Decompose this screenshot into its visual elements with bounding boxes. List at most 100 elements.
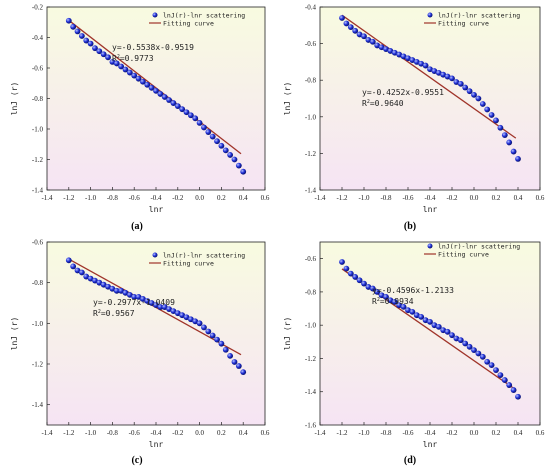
scatter-point bbox=[479, 353, 486, 360]
y-tick-label: -1.2 bbox=[305, 355, 317, 363]
scatter-point bbox=[400, 303, 407, 310]
plot-area bbox=[319, 6, 541, 191]
scatter-point bbox=[444, 328, 451, 335]
scatter-point bbox=[413, 312, 420, 319]
scatter-point bbox=[396, 302, 403, 309]
scatter-point bbox=[515, 155, 521, 162]
legend-label-scatter: lnJ(r)-lnr scattering bbox=[163, 11, 245, 19]
y-tick-label: -1.0 bbox=[305, 322, 317, 330]
panel-label: (a) bbox=[131, 221, 143, 232]
scatter-point bbox=[70, 23, 77, 30]
scatter-point bbox=[135, 75, 142, 82]
scatter-point bbox=[144, 298, 151, 304]
y-axis-label: lnJ (r) bbox=[10, 82, 19, 116]
scatter-point bbox=[153, 87, 159, 94]
fit-equation: y=-0.4596x-1.2133 bbox=[372, 286, 454, 295]
scatter-point bbox=[157, 91, 164, 97]
scatter-point bbox=[87, 275, 94, 282]
scatter-point bbox=[131, 72, 138, 79]
x-tick-label: 0.2 bbox=[217, 194, 226, 202]
y-tick-label: -1.0 bbox=[32, 320, 44, 328]
scatter-point bbox=[218, 340, 225, 347]
scatter-point bbox=[205, 129, 212, 135]
scatter-point bbox=[179, 106, 186, 113]
scatter-point bbox=[201, 124, 207, 131]
scatter-point bbox=[65, 257, 72, 264]
scatter-point bbox=[369, 38, 376, 45]
chart-panel-2: -1.4 -1.2 -1.0 -0.8 -0.6 -0.4 -0.2 0.0 0.2 0.4 0.6… bbox=[283, 4, 545, 233]
scatter-point bbox=[510, 148, 517, 155]
scatter-point bbox=[196, 120, 203, 126]
scatter-point bbox=[444, 73, 451, 80]
scatter-point bbox=[222, 346, 229, 353]
scatter-point bbox=[240, 369, 247, 376]
scatter-point bbox=[471, 347, 477, 354]
fitting-curve-line bbox=[68, 19, 242, 155]
panel-label: (c) bbox=[131, 455, 142, 466]
scatter-point bbox=[240, 168, 247, 175]
scatter-point bbox=[131, 294, 138, 300]
scatter-point bbox=[113, 287, 120, 294]
scatter-point bbox=[157, 304, 164, 310]
scatter-point bbox=[196, 320, 203, 327]
scatter-point bbox=[484, 106, 491, 113]
x-tick-label: 0.2 bbox=[492, 194, 501, 202]
scatter-point bbox=[209, 332, 216, 339]
scatter-point bbox=[166, 306, 172, 312]
x-axis-label: lnr bbox=[423, 440, 438, 449]
scatter-point bbox=[235, 162, 242, 169]
scatter-point bbox=[435, 323, 442, 330]
x-tick-label: -0.2 bbox=[446, 194, 458, 202]
scatter-point bbox=[361, 280, 367, 287]
scatter-point bbox=[440, 327, 447, 334]
legend-marker-scatter bbox=[427, 12, 433, 18]
scatter-point bbox=[391, 298, 398, 305]
x-tick-label: 0.4 bbox=[239, 194, 248, 202]
scatter-point bbox=[484, 358, 491, 365]
scatter-point bbox=[501, 132, 508, 139]
x-tick-label: 0.4 bbox=[514, 429, 523, 437]
scatter-point bbox=[214, 138, 220, 145]
scatter-point bbox=[83, 273, 90, 280]
x-tick-label: -1.4 bbox=[41, 194, 53, 202]
scatter-point bbox=[471, 91, 477, 98]
scatter-point bbox=[383, 294, 389, 300]
y-tick-label: -1.4 bbox=[305, 187, 317, 195]
scatter-point bbox=[343, 265, 350, 272]
scatter-point bbox=[135, 294, 142, 300]
scatter-point bbox=[347, 24, 354, 31]
scatter-point bbox=[506, 139, 513, 146]
scatter-point bbox=[387, 48, 394, 54]
scatter-point bbox=[457, 80, 464, 87]
y-tick-label: -1.2 bbox=[32, 361, 44, 369]
scatter-point bbox=[96, 48, 103, 55]
scatter-point bbox=[431, 68, 438, 74]
scatter-point bbox=[400, 53, 407, 60]
y-tick-label: -0.6 bbox=[305, 40, 317, 48]
y-tick-label: -1.4 bbox=[305, 388, 317, 396]
scatter-point bbox=[405, 55, 411, 62]
scatter-point bbox=[222, 147, 229, 154]
x-tick-label: -1.4 bbox=[314, 194, 326, 202]
fit-equation: y=-0.4252x-0.9551 bbox=[362, 88, 444, 97]
legend-marker-scatter bbox=[427, 243, 433, 249]
x-tick-label: 0.0 bbox=[195, 429, 204, 437]
legend-label-scatter: lnJ(r)-lnr scattering bbox=[163, 251, 245, 259]
scatter-point bbox=[122, 289, 129, 296]
scatter-point bbox=[92, 45, 98, 52]
y-tick-label: -0.6 bbox=[305, 255, 317, 263]
x-tick-label: 0.0 bbox=[195, 194, 204, 202]
scatter-point bbox=[488, 112, 495, 118]
y-tick-label: -0.6 bbox=[32, 65, 44, 73]
scatter-point bbox=[422, 317, 429, 324]
scatter-point bbox=[109, 285, 116, 292]
x-tick-label: 0.6 bbox=[536, 429, 545, 437]
scatter-point bbox=[113, 60, 120, 67]
scatter-point bbox=[183, 109, 190, 116]
y-tick-label: -1.6 bbox=[305, 422, 317, 430]
scatter-point bbox=[501, 377, 508, 383]
scatter-point bbox=[100, 51, 107, 58]
x-tick-label: 0.6 bbox=[261, 429, 270, 437]
x-tick-label: -1.4 bbox=[41, 429, 53, 437]
